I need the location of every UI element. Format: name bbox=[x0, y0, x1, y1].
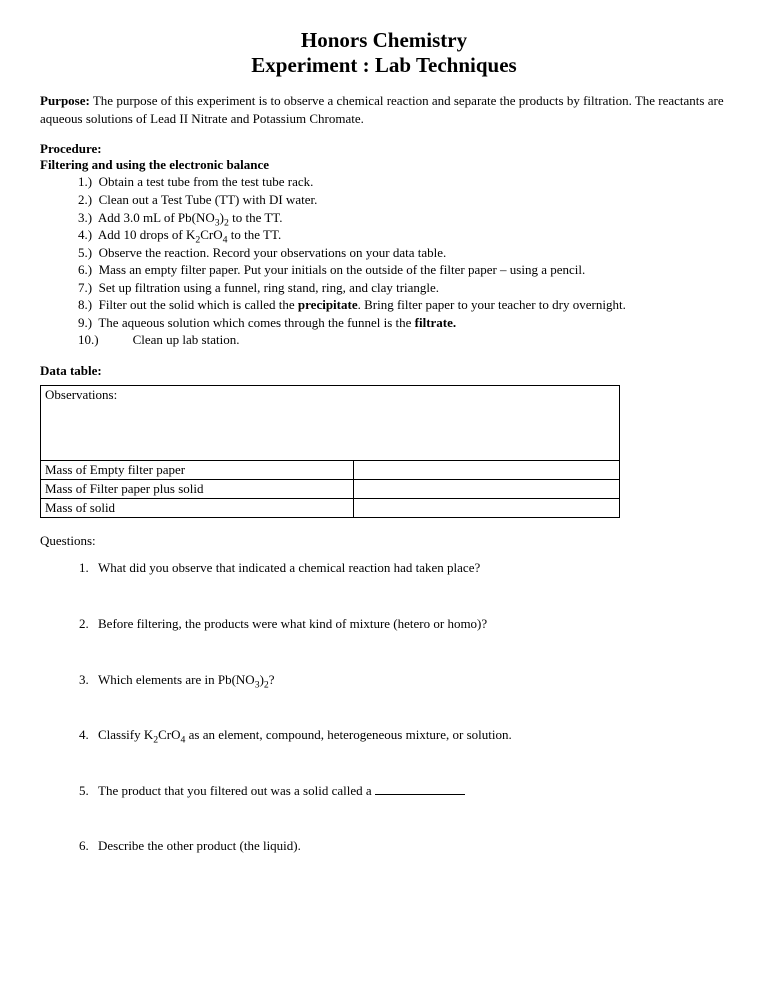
table-row: Mass of solid bbox=[41, 498, 620, 517]
row-value bbox=[353, 460, 619, 479]
procedure-label: Procedure: bbox=[40, 141, 102, 156]
row-label: Mass of solid bbox=[41, 498, 354, 517]
table-row: Mass of Empty filter paper bbox=[41, 460, 620, 479]
title-line-1: Honors Chemistry bbox=[301, 28, 467, 52]
step-bold: filtrate. bbox=[415, 315, 457, 330]
row-value bbox=[353, 498, 619, 517]
questions-heading: Questions: bbox=[40, 532, 728, 550]
procedure-step: 8.) Filter out the solid which is called… bbox=[78, 296, 728, 314]
step-text: Set up filtration using a funnel, ring s… bbox=[99, 280, 439, 295]
procedure-step: 4.) Add 10 drops of K2CrO4 to the TT. bbox=[78, 226, 728, 244]
question-item: Before filtering, the products were what… bbox=[92, 615, 728, 633]
procedure-step: 5.) Observe the reaction. Record your ob… bbox=[78, 244, 728, 262]
procedure-step: 9.) The aqueous solution which comes thr… bbox=[78, 314, 728, 332]
step-text: Add 3.0 mL of Pb(NO bbox=[98, 210, 215, 225]
purpose-label: Purpose: bbox=[40, 93, 90, 108]
procedure-subheading: Filtering and using the electronic balan… bbox=[40, 157, 269, 172]
question-text: CrO bbox=[158, 727, 180, 742]
step-text: The aqueous solution which comes through… bbox=[98, 315, 414, 330]
step-text: Add 10 drops of K bbox=[98, 227, 196, 242]
procedure-step: 3.) Add 3.0 mL of Pb(NO3)2 to the TT. bbox=[78, 209, 728, 227]
document-title: Honors Chemistry Experiment : Lab Techni… bbox=[40, 28, 728, 78]
step-text: to the TT. bbox=[229, 210, 283, 225]
question-item: The product that you filtered out was a … bbox=[92, 782, 728, 800]
question-item: Which elements are in Pb(NO3)2? bbox=[92, 671, 728, 689]
question-text: ? bbox=[269, 672, 275, 687]
data-table: Observations: Mass of Empty filter paper… bbox=[40, 385, 620, 518]
procedure-step: 7.) Set up filtration using a funnel, ri… bbox=[78, 279, 728, 297]
step-text: to the TT. bbox=[228, 227, 282, 242]
step-text: CrO bbox=[200, 227, 222, 242]
procedure-step: 6.) Mass an empty filter paper. Put your… bbox=[78, 261, 728, 279]
table-row: Observations: bbox=[41, 385, 620, 460]
row-value bbox=[353, 479, 619, 498]
purpose-paragraph: Purpose: The purpose of this experiment … bbox=[40, 92, 728, 127]
question-item: What did you observe that indicated a ch… bbox=[92, 559, 728, 577]
procedure-heading: Procedure: Filtering and using the elect… bbox=[40, 141, 728, 173]
title-line-2: Experiment : Lab Techniques bbox=[251, 53, 516, 77]
question-text: Before filtering, the products were what… bbox=[98, 616, 487, 631]
procedure-step: 1.) Obtain a test tube from the test tub… bbox=[78, 173, 728, 191]
procedure-step: 10.)Clean up lab station. bbox=[78, 331, 728, 349]
step-text: . Bring filter paper to your teacher to … bbox=[358, 297, 626, 312]
question-item: Classify K2CrO4 as an element, compound,… bbox=[92, 726, 728, 744]
observations-cell: Observations: bbox=[41, 385, 620, 460]
question-text: Which elements are in Pb(NO bbox=[98, 672, 255, 687]
subscript: 3 bbox=[255, 679, 260, 690]
row-label: Mass of Filter paper plus solid bbox=[41, 479, 354, 498]
question-item: Describe the other product (the liquid). bbox=[92, 837, 728, 855]
question-text: Classify K bbox=[98, 727, 153, 742]
step-text: Filter out the solid which is called the bbox=[99, 297, 298, 312]
question-text: Describe the other product (the liquid). bbox=[98, 838, 301, 853]
procedure-list: 1.) Obtain a test tube from the test tub… bbox=[40, 173, 728, 348]
questions-list: What did you observe that indicated a ch… bbox=[40, 559, 728, 854]
table-row: Mass of Filter paper plus solid bbox=[41, 479, 620, 498]
question-text: as an element, compound, heterogeneous m… bbox=[185, 727, 511, 742]
row-label: Mass of Empty filter paper bbox=[41, 460, 354, 479]
question-text: What did you observe that indicated a ch… bbox=[98, 560, 480, 575]
fill-blank bbox=[375, 794, 465, 795]
step-text: Obtain a test tube from the test tube ra… bbox=[99, 174, 314, 189]
procedure-step: 2.) Clean out a Test Tube (TT) with DI w… bbox=[78, 191, 728, 209]
purpose-text: The purpose of this experiment is to obs… bbox=[40, 93, 724, 126]
step-bold: precipitate bbox=[298, 297, 358, 312]
step-text: Clean up lab station. bbox=[133, 332, 240, 347]
step-text: Mass an empty filter paper. Put your ini… bbox=[99, 262, 586, 277]
document-page: Honors Chemistry Experiment : Lab Techni… bbox=[0, 0, 768, 908]
question-text: The product that you filtered out was a … bbox=[98, 783, 375, 798]
data-table-heading: Data table: bbox=[40, 363, 728, 379]
step-text: Observe the reaction. Record your observ… bbox=[99, 245, 447, 260]
step-text: Clean out a Test Tube (TT) with DI water… bbox=[99, 192, 318, 207]
